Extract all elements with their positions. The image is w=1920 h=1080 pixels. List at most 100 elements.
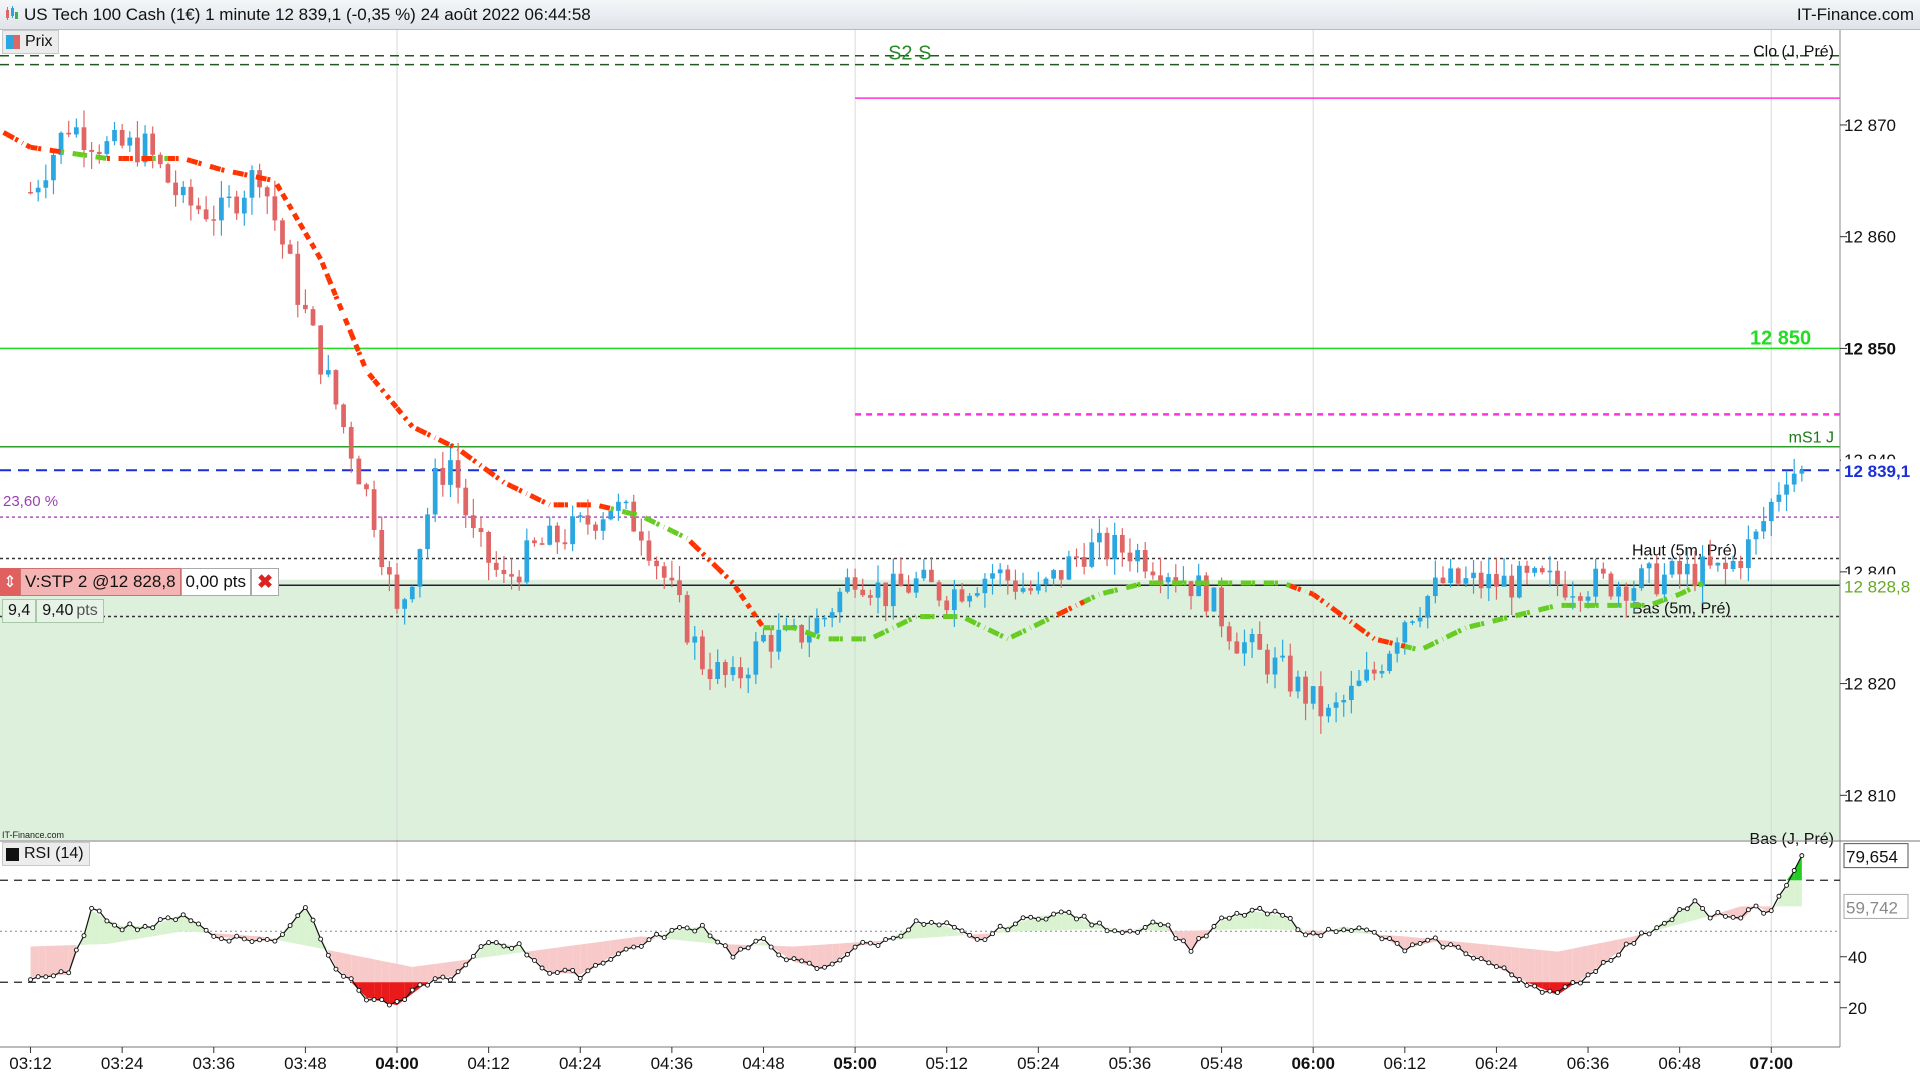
stop-value-box[interactable]: 9,4 <box>2 599 37 623</box>
candle-body <box>562 542 568 545</box>
candle-body <box>1639 568 1644 589</box>
moving-average-segment <box>37 145 47 153</box>
candle-body <box>1455 568 1461 584</box>
rsi-point <box>654 931 660 937</box>
rsi-point <box>1715 909 1721 915</box>
rsi-y-tick-label: 20 <box>1848 999 1867 1018</box>
moving-average-segment <box>1289 583 1299 591</box>
rsi-point <box>463 962 469 968</box>
candle-body <box>1677 561 1683 575</box>
moving-average-segment <box>1349 620 1361 630</box>
rsi-point <box>1448 942 1454 948</box>
rsi-point <box>1784 882 1790 888</box>
moving-average-segment <box>1404 643 1414 651</box>
rsi-point <box>81 933 87 939</box>
rsi-shading <box>480 941 489 958</box>
moving-average-segment <box>471 458 483 468</box>
x-tick-label: 05:12 <box>925 1054 968 1073</box>
rsi-shading <box>679 928 688 941</box>
rsi-point <box>302 905 308 911</box>
axis-badge-bg <box>1841 574 1919 597</box>
candle-body <box>409 586 415 600</box>
order-label[interactable]: V:STP 2 @12 828,8 <box>20 568 181 596</box>
rsi-point <box>1669 917 1675 923</box>
x-tick-label: 04:00 <box>375 1054 418 1073</box>
candle-body <box>249 170 255 198</box>
rsi-point <box>1539 989 1545 995</box>
rsi-shading <box>1572 947 1581 985</box>
moving-average-segment <box>280 192 293 209</box>
rsi-point <box>867 940 873 946</box>
candle-body <box>982 578 988 594</box>
rsi-shading <box>1542 950 1550 992</box>
stop-order-panel[interactable]: ⇕ V:STP 2 @12 828,8 0,00 pts ✖ <box>0 568 280 596</box>
rsi-point <box>982 937 988 943</box>
rsi-point <box>1379 936 1385 942</box>
rsi-point <box>516 941 522 947</box>
rsi-shading <box>923 924 932 938</box>
candle-body <box>1402 622 1408 643</box>
candle-body <box>1662 574 1667 595</box>
candle-body <box>722 662 728 675</box>
moving-average-segment <box>1457 625 1467 634</box>
candle-body <box>677 580 682 596</box>
rsi-shading <box>1473 943 1482 960</box>
rsi-shading <box>1236 913 1245 930</box>
candle-body <box>157 154 163 165</box>
candle-body <box>707 669 713 680</box>
candle-body <box>478 528 484 533</box>
moving-average-segment <box>1678 588 1689 597</box>
moving-average-segment <box>379 387 392 401</box>
candle-body <box>837 591 843 613</box>
candle-body <box>448 460 453 485</box>
candle-body <box>753 641 759 675</box>
moving-average-segment <box>1655 597 1666 605</box>
brand-name[interactable]: IT-Finance.com <box>1796 5 1914 24</box>
rsi-point <box>1196 935 1202 941</box>
rsi-point <box>730 954 736 960</box>
candle-body <box>1387 653 1392 672</box>
stop-points-box[interactable]: 9,40 pts <box>36 599 104 623</box>
candle-body <box>1738 560 1744 568</box>
candle-body <box>1471 572 1476 579</box>
rsi-y-tick-label: 40 <box>1848 948 1867 967</box>
moving-average-segment <box>1663 594 1673 603</box>
rsi-point <box>1692 898 1698 904</box>
stop-distance-panel[interactable]: 9,4 9,40 pts <box>2 599 104 623</box>
moving-average-segment <box>1541 604 1551 612</box>
rsi-point <box>257 937 263 943</box>
rsi-point <box>272 938 278 944</box>
rsi-point <box>761 936 766 942</box>
rsi-signal-badge: 59,742 <box>1846 898 1898 917</box>
candle-body <box>1371 669 1377 674</box>
rsi-point <box>1501 965 1507 971</box>
moving-average-segment <box>617 507 627 515</box>
candle-body <box>1135 550 1140 562</box>
up-down-arrow-icon[interactable]: ⇕ <box>0 568 20 596</box>
rsi-point <box>1012 921 1018 927</box>
watermark: IT-Finance.com <box>2 830 65 840</box>
rsi-point <box>1287 915 1293 921</box>
candle-body <box>1226 626 1232 642</box>
rsi-point <box>1570 980 1576 985</box>
moving-average-segment <box>1114 586 1123 593</box>
rsi-shading <box>442 961 451 979</box>
moving-average-segment <box>1357 625 1369 636</box>
level-label: mS1 J <box>1789 430 1834 447</box>
rsi-shading <box>1023 918 1031 932</box>
candle-body <box>28 192 33 194</box>
candle-body <box>1723 562 1728 570</box>
rsi-shading <box>1183 930 1192 950</box>
moving-average-segment <box>228 168 238 176</box>
moving-average-segment <box>1480 619 1490 627</box>
candle-body <box>1081 557 1087 567</box>
candle-body <box>890 573 896 607</box>
moving-average-segment <box>1060 606 1070 616</box>
close-x-icon[interactable]: ✖ <box>251 568 280 596</box>
candle-body <box>997 569 1003 574</box>
candle-body <box>1341 700 1347 703</box>
price-legend[interactable]: Prix <box>2 30 59 54</box>
rsi-legend[interactable]: RSI (14) <box>2 842 90 866</box>
candle-body <box>1287 655 1293 692</box>
candle-body <box>554 525 560 543</box>
